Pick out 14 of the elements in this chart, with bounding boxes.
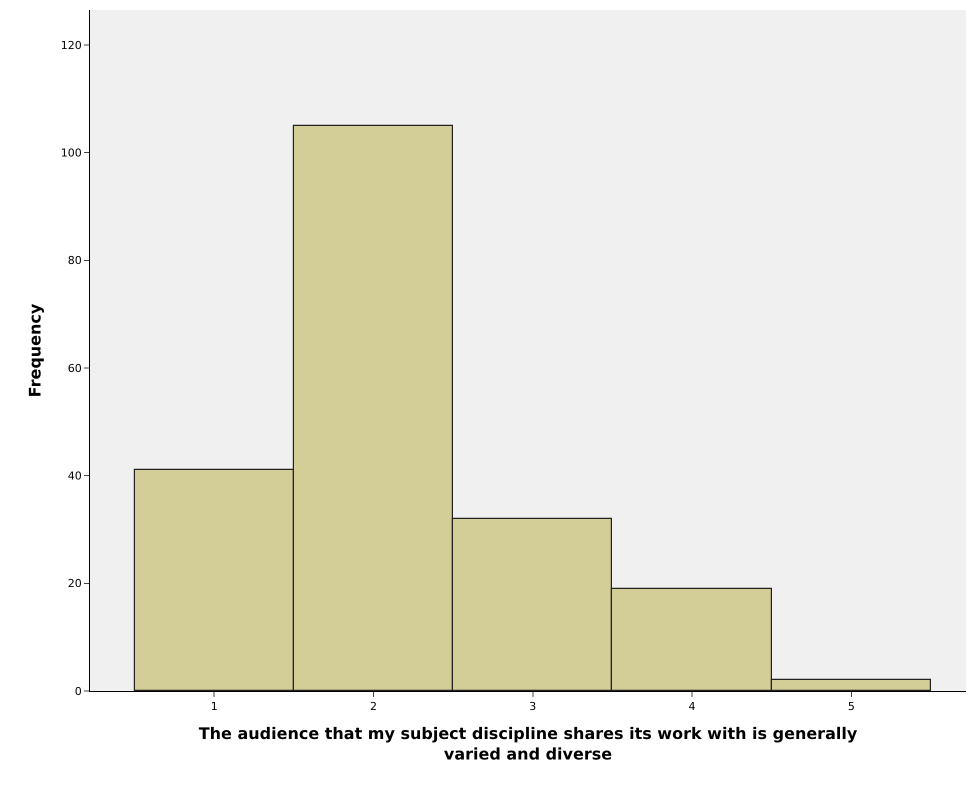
x-tick-label: 2 (370, 700, 378, 714)
x-tick-label: 4 (688, 700, 696, 714)
y-tick-label: 100 (60, 146, 82, 160)
y-tick-label: 120 (60, 38, 82, 52)
y-tick-label: 20 (68, 577, 82, 590)
y-axis-title: Frequency (26, 303, 45, 398)
x-tick-label: 3 (529, 700, 536, 714)
y-tick-label: 40 (68, 470, 82, 483)
x-tick-label: 1 (210, 700, 218, 714)
y-tick-label: 60 (68, 362, 82, 375)
y-tick-label: 80 (68, 254, 82, 268)
x-tick-label: 5 (848, 700, 855, 714)
x-axis-title: The audience that my subject discipline shares its work with is generally varied and diverse (198, 724, 858, 764)
y-tick-label: 0 (74, 684, 82, 698)
